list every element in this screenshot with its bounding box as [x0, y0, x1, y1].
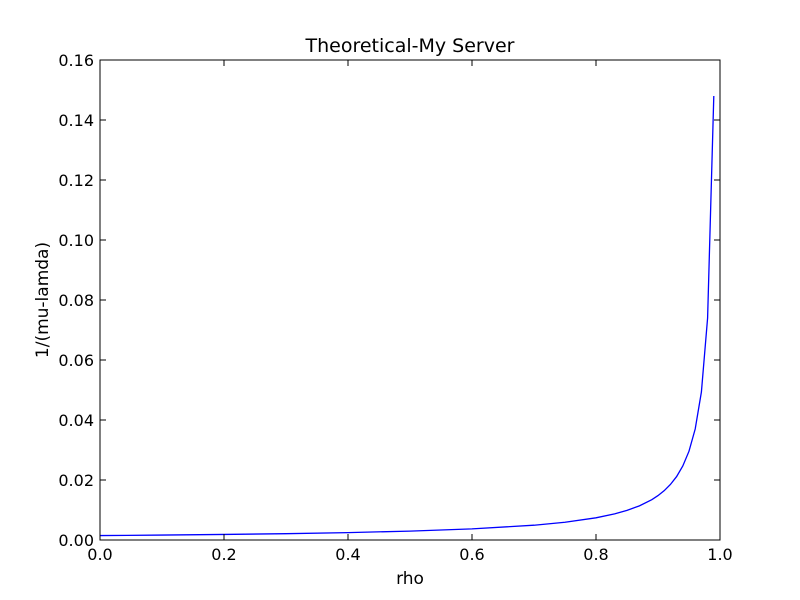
y-tick-label: 0.02 [58, 471, 94, 490]
y-tick-label: 0.16 [58, 51, 94, 70]
chart-title: Theoretical-My Server [305, 35, 515, 57]
x-tick-label: 0.2 [211, 545, 236, 564]
x-tick-label: 0.6 [459, 545, 484, 564]
x-tick-label: 0.8 [583, 545, 608, 564]
x-tick-label: 0.4 [335, 545, 360, 564]
y-tick-label: 0.00 [58, 531, 94, 550]
x-axis-label: rho [396, 569, 424, 589]
y-axis: 0.00 0.02 0.04 0.06 0.08 0.10 0.12 0.14 0.16 [58, 51, 720, 550]
y-tick-label: 0.04 [58, 411, 94, 430]
x-tick-label: 0.0 [87, 545, 112, 564]
y-tick-label: 0.06 [58, 351, 94, 370]
y-tick-label: 0.08 [58, 291, 94, 310]
x-tick-label: 1.0 [707, 545, 732, 564]
y-tick-label: 0.12 [58, 171, 94, 190]
y-axis-label: 1/(mu-lamda) [33, 242, 53, 358]
plot-area [99, 95, 715, 537]
y-tick-label: 0.14 [58, 111, 94, 130]
x-axis: 0.0 0.2 0.4 0.6 0.8 1.0 [87, 60, 733, 564]
plot-frame [99, 59, 721, 541]
y-tick-label: 0.10 [58, 231, 94, 250]
series-line [99, 95, 715, 537]
